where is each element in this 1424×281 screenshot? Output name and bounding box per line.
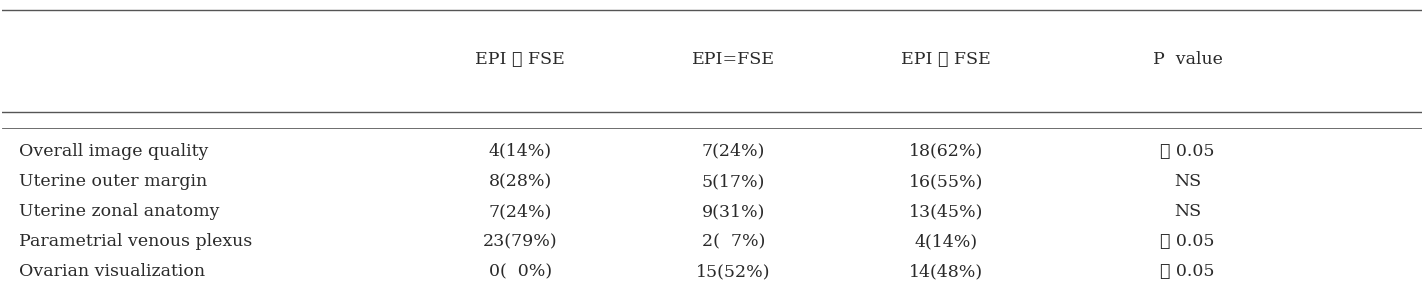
Text: 7(24%): 7(24%): [702, 143, 765, 160]
Text: 9(31%): 9(31%): [702, 203, 765, 220]
Text: 16(55%): 16(55%): [909, 173, 984, 190]
Text: P  value: P value: [1152, 51, 1223, 68]
Text: 4(14%): 4(14%): [488, 143, 553, 160]
Text: EPI （ FSE: EPI （ FSE: [901, 51, 991, 68]
Text: 2(  7%): 2( 7%): [702, 233, 765, 250]
Text: Uterine zonal anatomy: Uterine zonal anatomy: [19, 203, 219, 220]
Text: （ 0.05: （ 0.05: [1161, 233, 1215, 250]
Text: Ovarian visualization: Ovarian visualization: [19, 263, 205, 280]
Text: 18(62%): 18(62%): [909, 143, 984, 160]
Text: Uterine outer margin: Uterine outer margin: [19, 173, 208, 190]
Text: 23(79%): 23(79%): [483, 233, 558, 250]
Text: EPI ） FSE: EPI ） FSE: [476, 51, 565, 68]
Text: Parametrial venous plexus: Parametrial venous plexus: [19, 233, 252, 250]
Text: Overall image quality: Overall image quality: [19, 143, 208, 160]
Text: （ 0.05: （ 0.05: [1161, 143, 1215, 160]
Text: EPI=FSE: EPI=FSE: [692, 51, 775, 68]
Text: 8(28%): 8(28%): [488, 173, 553, 190]
Text: 7(24%): 7(24%): [488, 203, 553, 220]
Text: （ 0.05: （ 0.05: [1161, 263, 1215, 280]
Text: NS: NS: [1173, 203, 1202, 220]
Text: NS: NS: [1173, 173, 1202, 190]
Text: 13(45%): 13(45%): [909, 203, 984, 220]
Text: 0(  0%): 0( 0%): [488, 263, 553, 280]
Text: 14(48%): 14(48%): [909, 263, 984, 280]
Text: 15(52%): 15(52%): [696, 263, 770, 280]
Text: 4(14%): 4(14%): [914, 233, 978, 250]
Text: 5(17%): 5(17%): [702, 173, 765, 190]
